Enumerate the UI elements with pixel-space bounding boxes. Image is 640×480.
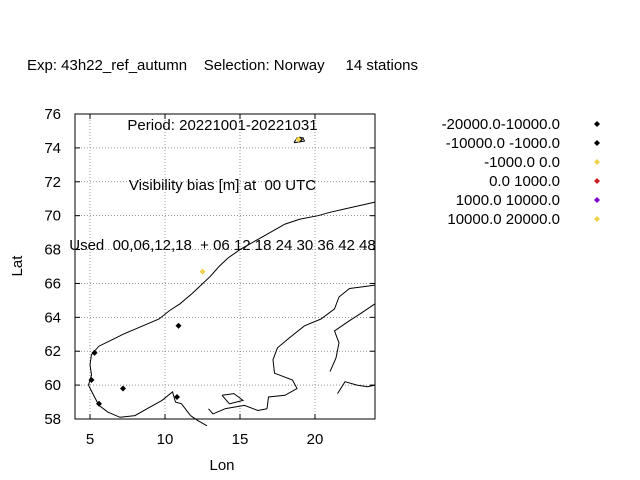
y-tick-label-1: 60 [44, 377, 61, 394]
data-points [88, 136, 303, 407]
x-tick-label-1: 10 [157, 431, 174, 448]
data-point-s1-1 [96, 400, 102, 407]
legend-label-4: 1000.0 10000.0 [456, 192, 560, 209]
data-point-s1-0 [120, 385, 126, 392]
coastline-segment-5 [266, 284, 376, 409]
grid-lines [75, 114, 375, 419]
coastline-segment-0 [88, 201, 376, 386]
coastline-segment-7 [329, 303, 376, 372]
y-tick-label-9: 76 [44, 106, 61, 123]
y-tick-label-4: 66 [44, 275, 61, 292]
coastline-segment-3 [224, 404, 268, 412]
x-axis-label: Lon [209, 457, 234, 474]
legend-marker-4 [594, 197, 600, 203]
y-tick-label-2: 62 [44, 343, 61, 360]
title-line-2: Period: 20221001-20221031 [127, 117, 318, 134]
y-tick-label-8: 74 [44, 140, 61, 157]
coastline-segment-8 [221, 393, 245, 405]
data-point-s1-4 [175, 322, 182, 329]
coastline-segment-2 [190, 415, 208, 427]
legend-marker-3 [594, 178, 600, 184]
coastline-map [88, 137, 376, 427]
data-point-s1-5 [174, 393, 180, 400]
legend-label-0: -20000.0-10000.0 [442, 116, 560, 133]
legend-label-3: 0.0 1000.0 [489, 173, 560, 190]
data-point-s2-1 [295, 136, 302, 143]
y-axis-label: Lat [9, 255, 26, 277]
legend-marker-1 [594, 140, 600, 146]
coastline-segment-6 [337, 381, 376, 394]
x-tick-label-2: 15 [232, 431, 249, 448]
y-tick-label-3: 64 [44, 309, 61, 326]
x-tick-label-3: 20 [307, 431, 324, 448]
data-point-s2-0 [199, 268, 206, 275]
legend-label-1: -10000.0 -1000.0 [446, 135, 560, 152]
legend-marker-0 [594, 121, 600, 127]
y-tick-label-5: 68 [44, 242, 61, 259]
y-tick-label-6: 70 [44, 208, 61, 225]
y-tick-label-0: 58 [44, 411, 61, 428]
legend-label-5: 10000.0 20000.0 [447, 211, 560, 228]
y-tick-label-7: 72 [44, 174, 61, 191]
legend-marker-5 [594, 216, 600, 222]
legend-marker-2 [594, 159, 600, 165]
title-line-1: Exp: 43h22_ref_autumn Selection: Norway … [26, 57, 419, 74]
coastline-segment-4 [208, 408, 226, 415]
data-point-s1-3 [91, 349, 98, 356]
legend-label-2: -1000.0 0.0 [484, 154, 560, 171]
data-point-s1-2 [88, 377, 95, 384]
title-line-3: Visibility bias [m] at 00 UTC [128, 177, 317, 194]
x-tick-label-0: 5 [86, 431, 94, 448]
legend: -20000.0-10000.0 -10000.0 -1000.0 -1000.0 … [442, 116, 600, 228]
plot-frame [74, 113, 376, 420]
axis-ticks: 5 10 15 20 58 60 62 64 66 68 70 72 74 76 [44, 106, 375, 448]
coastline-segment-1 [88, 384, 191, 418]
